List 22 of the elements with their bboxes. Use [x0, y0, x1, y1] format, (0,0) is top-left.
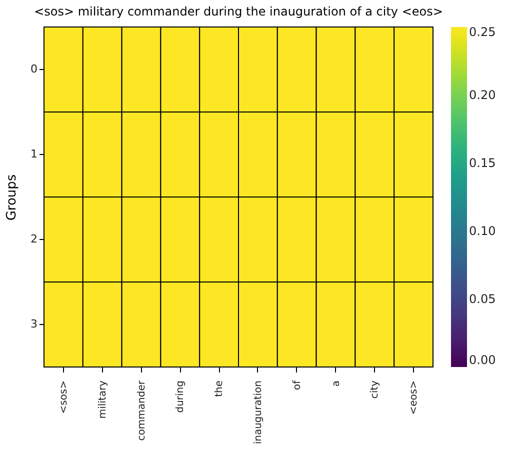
- x-tick-label: city: [370, 380, 381, 399]
- y-tick-label: 2: [30, 232, 38, 246]
- y-tick-label: 1: [30, 148, 38, 160]
- x-tick-label: military: [97, 380, 108, 419]
- color-bar-label: 0.10: [469, 224, 496, 238]
- color-bar-label: 0.15: [469, 156, 496, 170]
- color-bar-label: 0.00: [469, 353, 496, 367]
- x-tick-label: during: [175, 380, 186, 413]
- y-tick-label: 0: [30, 62, 38, 76]
- chart-title: <sos> military commander during the inauguration of a city <eos>: [34, 4, 443, 18]
- color-bar-label: 0.05: [469, 292, 496, 306]
- y-tick-label: 3: [30, 318, 38, 330]
- x-tick-label: of: [292, 380, 303, 390]
- x-tick-label: inauguration: [252, 380, 264, 444]
- color-bar-label: 0.25: [469, 25, 496, 39]
- color-bar-label: 0.20: [469, 88, 496, 102]
- x-tick-label: the: [214, 380, 226, 397]
- x-tick-label: <eos>: [408, 380, 420, 415]
- x-tick-label: <sos>: [58, 380, 70, 414]
- x-tick-label: commander: [136, 380, 148, 441]
- x-tick-label: a: [330, 380, 342, 387]
- y-axis-title: Groups: [4, 174, 20, 221]
